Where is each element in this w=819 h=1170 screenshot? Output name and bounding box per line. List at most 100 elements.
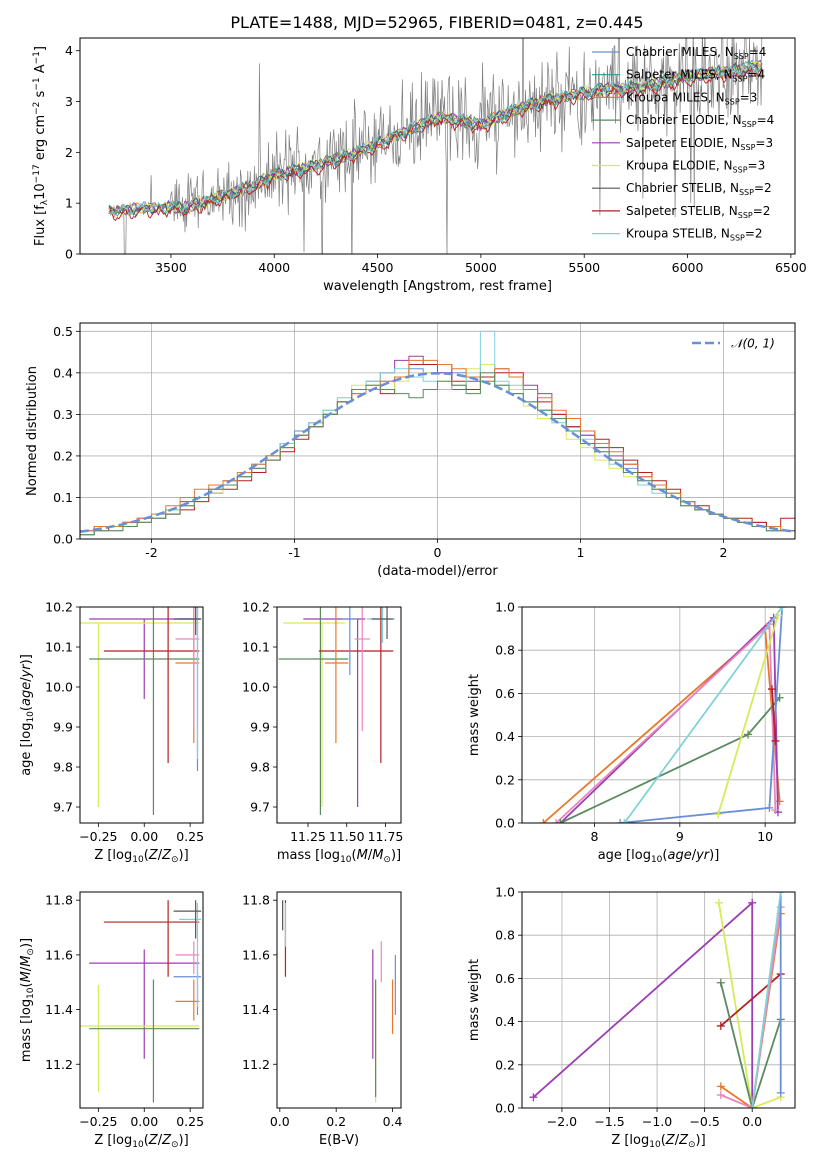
weight-line [720,906,782,1108]
weight-marker [767,685,776,694]
x-axis-label: age [log10(age/yr)] [598,848,720,865]
spectrum-model-salpeter_elodie [108,59,763,216]
y-tick-label: 11.6 [45,947,73,962]
y-tick-label: 0.8 [495,928,515,943]
y-tick-label: 0.8 [495,643,515,658]
x-tick-label: 4500 [362,260,394,275]
x-tick-label: -2 [145,545,157,560]
weight-marker [748,1104,757,1108]
weight-marker [539,819,548,823]
y-tick-label: 10.0 [45,680,73,695]
y-tick-label: 11.8 [242,893,270,908]
x-axis-label: E(B-V) [319,1133,359,1148]
weight-marker [529,1093,538,1102]
y-tick-label: 0.2 [495,772,515,787]
y-tick-label: 9.7 [53,800,73,815]
y-tick-label: 0.2 [53,448,73,463]
mass_vs_ebv-plot-area [282,900,396,1103]
massweight_vs_age-plot-area [539,607,787,823]
y-tick-label: 0.0 [53,532,73,547]
x-tick-label: 6500 [775,260,807,275]
y-tick-label: 10.1 [242,640,270,655]
weight-line [751,892,782,1108]
spectrum-plot-area [108,38,763,254]
x-tick-label: 0.25 [176,1114,204,1129]
legend-label: Salpeter MILES, NSSP=4 [626,68,765,84]
x-tick-label: 9 [676,829,684,844]
residuals-plot-area [80,330,795,536]
y-tick-label: 2 [65,145,73,160]
panel-massweight_vs_Z: −2.0 −1.5 −1.0 −0.5 0.0 0.0 0.2 0.4 0.6 0.8 1.0 Z [… [467,885,796,1150]
panel-spectrum: 3500 4000 4500 5000 5500 6000 6500 0 1 2 3 4 wavelen… [32,37,807,294]
weight-marker [744,730,753,739]
weight-marker [771,736,780,745]
x-tick-label: 3500 [155,260,187,275]
x-tick-label: −0.5 [689,1114,719,1129]
x-tick-label: 0.0 [270,1114,290,1129]
legend-label: Chabrier STELIB, NSSP=2 [626,181,772,197]
weight-marker [765,803,774,812]
weight-line [532,900,754,1108]
legend-label: Kroupa STELIB, NSSP=2 [626,227,763,243]
y-tick-label: 0.6 [495,686,515,701]
x-tick-label: -1 [288,545,300,560]
y-tick-label: 0.0 [495,816,515,831]
y-tick-label: 10.1 [45,640,73,655]
spectrum-model-kroupa_stelib [108,60,763,217]
axes-frame [521,891,796,1109]
y-tick-label: 9.8 [53,760,73,775]
x-tick-label: 1 [577,545,585,560]
figure-title: PLATE=1488, MJD=52965, FIBERID=0481, z=0… [230,13,643,32]
axes-frame [276,891,402,1109]
y-tick-label: 11.8 [45,893,73,908]
x-tick-label: −0.25 [79,829,117,844]
weight-line [720,913,782,1108]
y-tick-label: 11.2 [45,1057,73,1072]
x-tick-label: 10 [757,829,773,844]
weight-marker [714,898,723,907]
y-tick-label: 0.2 [495,1057,515,1072]
weight-marker [716,1091,725,1100]
x-tick-label: 2 [720,545,728,560]
x-axis-label: Z [log10(Z/Z⊙)] [94,1133,188,1150]
panel-massweight_vs_age: 8 9 10 0.0 0.2 0.4 0.6 0.8 1.0 age [log10(age/yr)… [467,600,796,865]
y-tick-label: 0.5 [53,324,73,339]
y-tick-label: 9.7 [250,800,270,815]
axes-frame [521,606,796,824]
y-axis-label: Flux [fλ10−17 erg cm−2 s−1 A−1] [32,46,50,246]
y-tick-label: 1.0 [495,885,515,900]
weight-marker [716,978,725,987]
weight-marker [771,806,780,815]
panel-mass_vs_ebv: 0.0 0.2 0.4 11.2 11.4 11.6 11.8 E(B-V) [242,891,403,1148]
weight-line [559,615,779,823]
weight-marker [748,898,757,907]
x-tick-label: 11.50 [329,829,365,844]
x-tick-label: 5500 [568,260,600,275]
histogram-chabrier_elodie [80,372,795,536]
mass_vs_Z-plot-area [80,900,202,1103]
axes-frame [276,606,402,824]
age_vs_Z-plot-area [80,607,202,815]
y-tick-label: 0 [65,247,73,262]
axes-frame [79,891,204,1109]
y-axis-label: mass [log10(M/M⊙)] [19,938,36,1062]
x-tick-label: 11.75 [368,829,404,844]
x-tick-label: −1.5 [594,1114,624,1129]
weight-marker [716,1082,725,1091]
panel-age_vs_mass: 11.25 11.50 11.75 9.7 9.8 9.9 10.0 10.1 10.2 mass… [242,600,403,866]
x-tick-label: 6000 [672,260,704,275]
axes-frame [79,37,796,255]
weight-marker [773,611,782,620]
y-axis-label: mass weight [467,959,482,1041]
weight-marker [616,819,625,823]
y-tick-label: 0.4 [495,1014,515,1029]
legend-label: Kroupa ELODIE, NSSP=3 [626,159,765,175]
spectrum-model-salpeter_stelib [108,66,763,222]
weight-line [718,902,782,1108]
y-tick-label: 0.4 [495,729,515,744]
x-axis-label: wavelength [Angstrom, rest frame] [323,279,552,294]
y-tick-label: 1.0 [495,600,515,615]
x-tick-label: 0 [434,545,442,560]
y-tick-label: 11.4 [45,1002,73,1017]
